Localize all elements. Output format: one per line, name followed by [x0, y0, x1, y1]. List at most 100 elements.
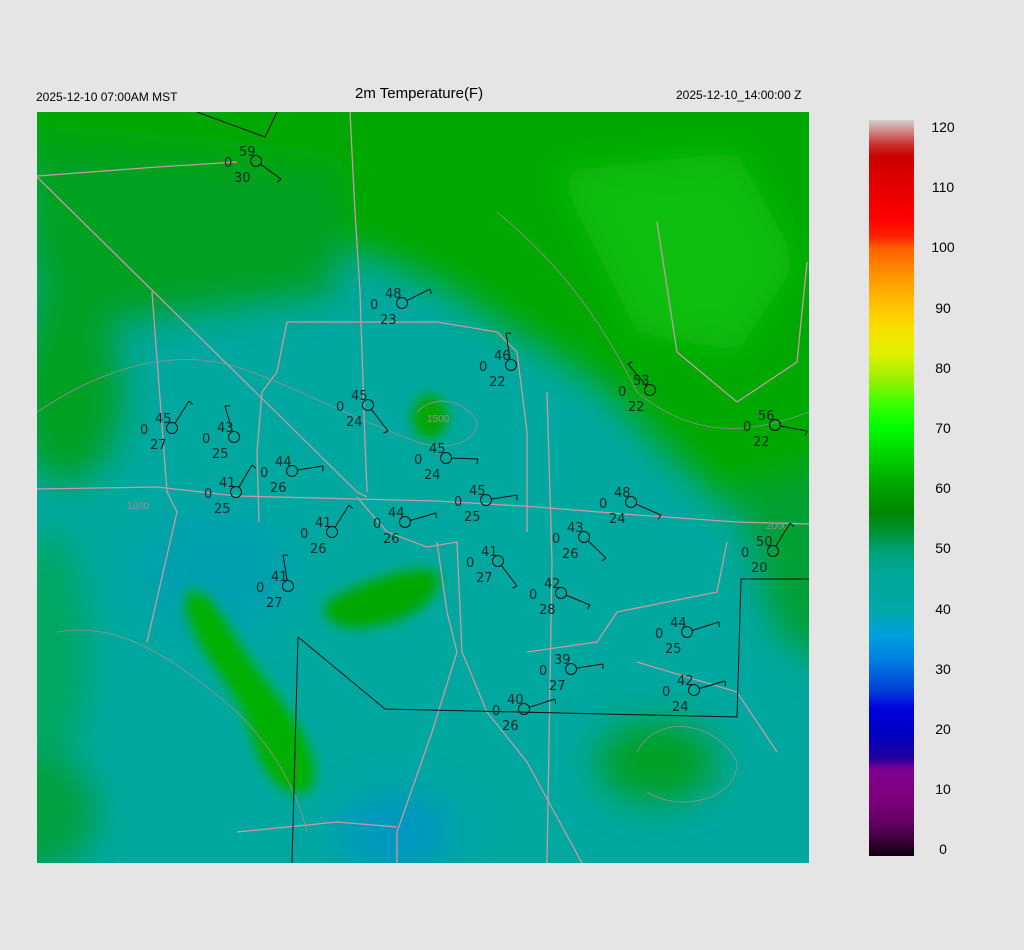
wind-barb	[692, 621, 720, 631]
contour-label: 2000	[766, 521, 789, 532]
colorbar-tick-label: 40	[935, 600, 951, 617]
wind-barb	[576, 663, 604, 669]
station-dew: 27	[476, 571, 493, 586]
station-circle	[505, 359, 517, 371]
temperature-field	[37, 112, 809, 863]
station-circle	[625, 496, 637, 508]
station-plot: 40 026	[492, 693, 557, 734]
station-plot: 56 022	[743, 409, 808, 450]
station-plot: 45 024	[336, 389, 389, 434]
station-temp: 41	[271, 570, 288, 585]
station-plot: 50 020	[741, 522, 795, 576]
station-circle	[644, 384, 656, 396]
colorbar-tick-label: 60	[935, 480, 951, 497]
station-plot: 45 024	[414, 442, 479, 483]
station-pres: 0	[300, 527, 308, 542]
station-circle	[399, 516, 411, 528]
wind-barb-flag	[476, 458, 479, 465]
station-temp: 41	[315, 516, 332, 531]
station-plot: 45 025	[454, 484, 518, 525]
station-temp: 48	[385, 287, 402, 302]
station-temp: 39	[554, 653, 571, 668]
station-temp: 56	[758, 409, 775, 424]
station-dew: 26	[383, 532, 400, 547]
colorbar-tick-label: 70	[935, 420, 951, 436]
station-dew: 26	[562, 547, 579, 562]
station-pres: 0	[336, 400, 344, 415]
station-circle	[286, 465, 298, 477]
wind-barb-flag	[251, 464, 257, 469]
station-dew: 25	[464, 510, 481, 525]
station-pres: 0	[370, 298, 378, 313]
station-pres: 0	[140, 423, 148, 438]
station-plot: 41 027	[256, 554, 294, 611]
colorbar-tick-label: 10	[935, 781, 951, 798]
station-circle	[440, 452, 452, 464]
station-plot: 46 022	[479, 332, 517, 390]
colorbar-tick-label: 50	[935, 540, 951, 557]
station-pres: 0	[492, 704, 500, 719]
station-dew: 23	[380, 313, 397, 328]
station-plot: 53 022	[618, 361, 656, 415]
station-plot: 44 026	[260, 455, 324, 496]
station-circle	[767, 545, 779, 557]
map-title: 2m Temperature(F)	[355, 85, 484, 102]
station-circle	[555, 587, 567, 599]
station-pres: 0	[552, 532, 560, 547]
station-dew: 24	[672, 700, 689, 715]
station-circle	[769, 419, 781, 431]
station-plot: 44 026	[373, 506, 437, 547]
station-pres: 0	[414, 453, 422, 468]
station-temp: 42	[677, 674, 694, 689]
station-temp: 44	[670, 616, 687, 631]
station-plot: 39 027	[539, 653, 604, 694]
station-temp: 45	[351, 389, 368, 404]
station-temp: 50	[756, 535, 773, 550]
wind-barb	[406, 288, 431, 301]
wind-barb-flag	[789, 522, 795, 527]
station-temp: 44	[275, 455, 292, 470]
station-circle	[326, 526, 338, 538]
station-plot: 43 026	[552, 521, 607, 562]
station-temp: 45	[429, 442, 446, 457]
station-dew: 26	[270, 481, 287, 496]
colorbar-tick-label: 90	[935, 299, 951, 316]
station-plot: 41 025	[204, 464, 257, 517]
station-dew: 22	[753, 435, 770, 450]
station-plot: 48 024	[599, 486, 662, 527]
contour-label: 1000	[127, 501, 150, 512]
station-temp: 45	[469, 484, 486, 499]
wind-barb	[775, 522, 791, 547]
wind-barb-flag	[804, 430, 808, 436]
station-circle	[480, 494, 492, 506]
station-plot: 48 023	[370, 287, 432, 328]
station-plot: 59 030	[224, 145, 282, 186]
station-temp: 53	[633, 374, 650, 389]
elevation-contours	[37, 211, 809, 833]
colorbar-tick-label: 0	[939, 841, 947, 858]
wind-barb-flag	[383, 430, 389, 434]
station-pres: 0	[618, 385, 626, 400]
station-circle	[688, 684, 700, 696]
wind-barb	[699, 680, 726, 689]
wind-barb	[297, 465, 324, 471]
station-circle	[565, 663, 577, 675]
station-dew: 30	[234, 171, 251, 186]
station-circle	[578, 531, 590, 543]
station-dew: 28	[539, 603, 556, 618]
station-plot: 45 027	[140, 400, 194, 453]
station-dew: 25	[214, 502, 231, 517]
wind-barb-flag	[348, 504, 354, 509]
station-dew: 26	[310, 542, 327, 557]
station-circle	[228, 431, 240, 443]
station-pres: 0	[224, 156, 232, 171]
station-pres: 0	[662, 685, 670, 700]
station-circle	[362, 399, 374, 411]
station-circle	[492, 555, 504, 567]
station-pres: 0	[202, 432, 210, 447]
station-dew: 24	[424, 468, 441, 483]
station-temp: 44	[388, 506, 405, 521]
wind-barb	[410, 512, 437, 521]
